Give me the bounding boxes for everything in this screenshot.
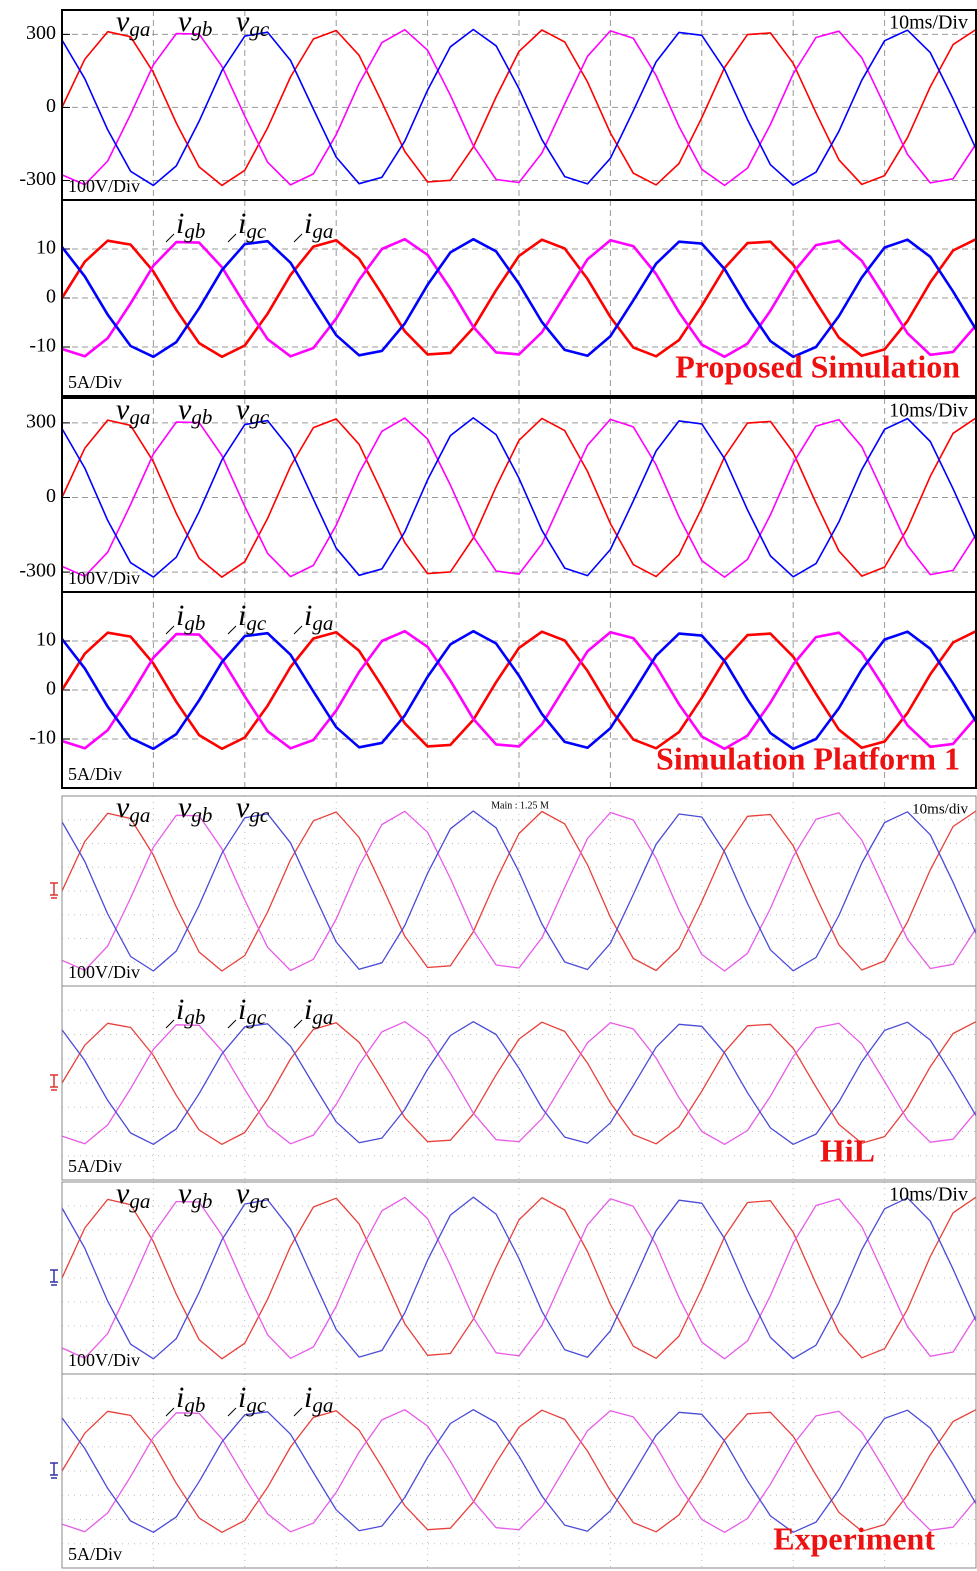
amplitude-scale: 100V/Div	[68, 176, 140, 196]
phase-subscript: gc	[249, 1189, 270, 1213]
y-tick-label: 10	[36, 629, 56, 651]
phase-symbol: i	[176, 599, 184, 632]
phase-symbol: v	[178, 791, 192, 824]
phase-symbol: i	[304, 599, 312, 632]
phase-symbol: i	[238, 1381, 246, 1414]
phase-symbol: i	[304, 993, 312, 1026]
phase-symbol: i	[238, 599, 246, 632]
phase-subscript: gb	[184, 1005, 205, 1029]
time-scale: 10ms/Div	[889, 1184, 968, 1206]
phase-subscript: gc	[249, 17, 270, 41]
phase-symbol: v	[236, 791, 250, 824]
panel-caption: Simulation Platform 1	[656, 740, 960, 776]
time-scale: 10ms/Div	[889, 12, 968, 34]
phase-symbol: v	[116, 1177, 130, 1210]
phase-symbol: i	[304, 1381, 312, 1414]
phase-subscript: ga	[129, 405, 150, 429]
phase-subscript: gc	[246, 1393, 267, 1417]
phase-subscript: ga	[129, 1189, 150, 1213]
phase-symbol: i	[304, 207, 312, 240]
y-tick-label: 300	[26, 410, 56, 432]
y-tick-label: 300	[26, 22, 56, 44]
phase-symbol: i	[238, 207, 246, 240]
phase-subscript: gb	[191, 17, 212, 41]
amplitude-scale: 100V/Div	[68, 568, 140, 588]
amplitude-scale: 5A/Div	[68, 372, 122, 392]
phase-symbol: i	[176, 1381, 184, 1414]
y-tick-label: -300	[19, 168, 56, 190]
panel-caption: Experiment	[773, 1520, 935, 1556]
y-tick-label: 10	[36, 237, 56, 259]
y-tick-label: 0	[46, 678, 56, 700]
page: {"chart_data": [ {"type": "line", "time_…	[0, 0, 977, 1571]
phase-subscript: gc	[246, 611, 267, 635]
phase-symbol: v	[116, 393, 130, 426]
phase-symbol: v	[236, 5, 250, 38]
phase-symbol: i	[238, 993, 246, 1026]
phase-subscript: gb	[184, 219, 205, 243]
phase-symbol: v	[116, 5, 130, 38]
phase-symbol: v	[178, 393, 192, 426]
phase-subscript: gb	[184, 611, 205, 635]
phase-subscript: gb	[184, 1393, 205, 1417]
phase-symbol: i	[176, 993, 184, 1026]
amplitude-scale: 100V/Div	[68, 962, 140, 982]
panel-caption: Proposed Simulation	[675, 348, 960, 384]
y-tick-label: 0	[46, 95, 56, 117]
time-scale: 10ms/div	[912, 801, 968, 817]
panel-caption: HiL	[820, 1132, 875, 1168]
phase-subscript: gc	[246, 219, 267, 243]
phase-subscript: gb	[191, 803, 212, 827]
amplitude-scale: 5A/Div	[68, 764, 122, 784]
phase-subscript: ga	[312, 1393, 333, 1417]
scope-header: Main : 1.25 M	[491, 800, 549, 811]
phase-subscript: gb	[191, 1189, 212, 1213]
phase-symbol: v	[236, 1177, 250, 1210]
phase-subscript: ga	[129, 803, 150, 827]
phase-symbol: v	[236, 393, 250, 426]
y-tick-label: -10	[29, 727, 56, 749]
y-tick-label: -10	[29, 335, 56, 357]
background	[0, 0, 977, 1571]
amplitude-scale: 5A/Div	[68, 1544, 122, 1564]
phase-subscript: gc	[249, 803, 270, 827]
phase-subscript: gc	[249, 405, 270, 429]
y-tick-label: -300	[19, 560, 56, 582]
time-scale: 10ms/Div	[889, 400, 968, 422]
phase-subscript: gc	[246, 1005, 267, 1029]
phase-symbol: v	[116, 791, 130, 824]
amplitude-scale: 5A/Div	[68, 1156, 122, 1176]
phase-subscript: ga	[312, 611, 333, 635]
phase-symbol: v	[178, 5, 192, 38]
phase-subscript: ga	[312, 219, 333, 243]
phase-subscript: ga	[129, 17, 150, 41]
figure: -3000300vgavgbvgc10ms/Div100V/Div-10010i…	[0, 0, 977, 1571]
phase-symbol: i	[176, 207, 184, 240]
phase-symbol: v	[178, 1177, 192, 1210]
phase-subscript: ga	[312, 1005, 333, 1029]
y-tick-label: 0	[46, 286, 56, 308]
y-tick-label: 0	[46, 485, 56, 507]
phase-subscript: gb	[191, 405, 212, 429]
amplitude-scale: 100V/Div	[68, 1350, 140, 1370]
